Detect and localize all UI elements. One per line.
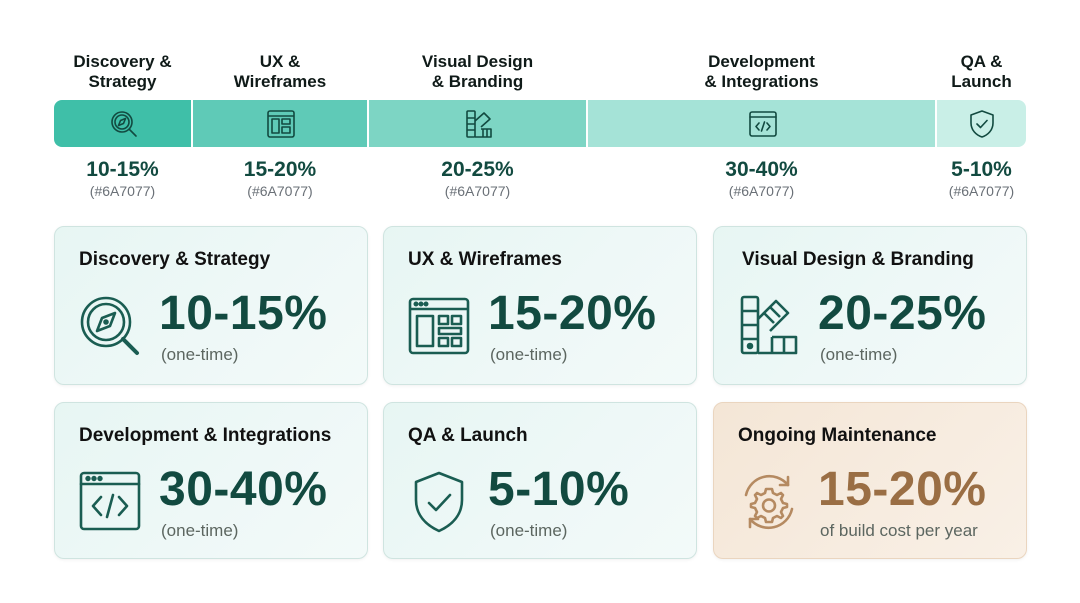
card-value: 10-15% xyxy=(159,287,328,340)
card-visual: Visual Design & Branding 20-25% (one-tim… xyxy=(713,226,1027,385)
phase-label-dev: Development & Integrations xyxy=(704,52,819,91)
timeline-segment-visual xyxy=(369,100,588,147)
card-qa: QA & Launch 5-10% (one-time) xyxy=(383,402,697,559)
card-title: Development & Integrations xyxy=(79,425,332,446)
card-note: of build cost per year xyxy=(820,521,978,540)
card-title: Ongoing Maintenance xyxy=(738,425,937,446)
timeline-pct-discovery: 10-15% xyxy=(86,158,159,181)
shield-check-icon xyxy=(414,471,464,533)
timeline-hex-visual: (#6A7077) xyxy=(444,183,511,199)
card-ux: UX & Wireframes 15-20% (one-time) xyxy=(383,226,697,385)
card-note: (one-time) xyxy=(490,345,568,364)
phase-label-qa: QA & Launch xyxy=(951,52,1012,91)
card-title: UX & Wireframes xyxy=(408,249,562,270)
card-value: 15-20% xyxy=(488,287,657,340)
phase-label-discovery: Discovery & Strategy xyxy=(73,52,172,91)
timeline-segment-ux xyxy=(193,100,369,147)
card-value: 5-10% xyxy=(488,463,630,516)
card-note: (one-time) xyxy=(161,345,239,364)
card-note: (one-time) xyxy=(161,521,239,540)
shield-check-icon xyxy=(969,109,994,138)
timeline-pct-ux: 15-20% xyxy=(243,158,317,181)
card-discovery: Discovery & Strategy 10-15% (one-time) xyxy=(54,226,368,385)
timeline-pct-dev: 30-40% xyxy=(725,158,798,181)
card-note: (one-time) xyxy=(820,345,898,364)
card-value: 30-40% xyxy=(159,463,328,516)
wireframe-icon xyxy=(267,109,295,138)
compass-search-icon xyxy=(80,296,139,355)
gear-cycle-icon xyxy=(744,474,794,530)
card-title: Discovery & Strategy xyxy=(79,249,271,270)
phase-label-visual: Visual Design & Branding xyxy=(421,52,534,91)
card-title: Visual Design & Branding xyxy=(742,249,974,270)
phase-label-ux: UX & Wireframes xyxy=(233,52,327,91)
compass-search-icon xyxy=(110,110,137,137)
card-value: 15-20% xyxy=(818,463,987,516)
card-value: 20-25% xyxy=(818,287,987,340)
timeline-pct-visual: 20-25% xyxy=(441,158,514,181)
card-maintenance: Ongoing Maintenance 15-20% of build cost… xyxy=(713,402,1027,559)
timeline-pct-qa: 5-10% xyxy=(951,158,1012,181)
timeline-hex-qa: (#6A7077) xyxy=(948,183,1015,199)
timeline-segment-discovery xyxy=(54,100,193,147)
timeline-segment-qa xyxy=(937,100,1026,147)
timeline-bar xyxy=(54,100,1026,147)
timeline-segment-dev xyxy=(588,100,937,147)
timeline-hex-dev: (#6A7077) xyxy=(728,183,795,199)
card-note: (one-time) xyxy=(490,521,568,540)
code-window-icon xyxy=(748,110,777,137)
card-title: QA & Launch xyxy=(408,425,528,446)
timeline-hex-ux: (#6A7077) xyxy=(247,183,313,199)
code-window-icon xyxy=(79,471,141,531)
color-swatch-icon xyxy=(465,109,492,138)
wireframe-icon xyxy=(408,297,470,355)
timeline-hex-discovery: (#6A7077) xyxy=(89,183,156,199)
card-dev: Development & Integrations 30-40% (one-t… xyxy=(54,402,368,559)
color-swatch-icon xyxy=(740,295,798,355)
